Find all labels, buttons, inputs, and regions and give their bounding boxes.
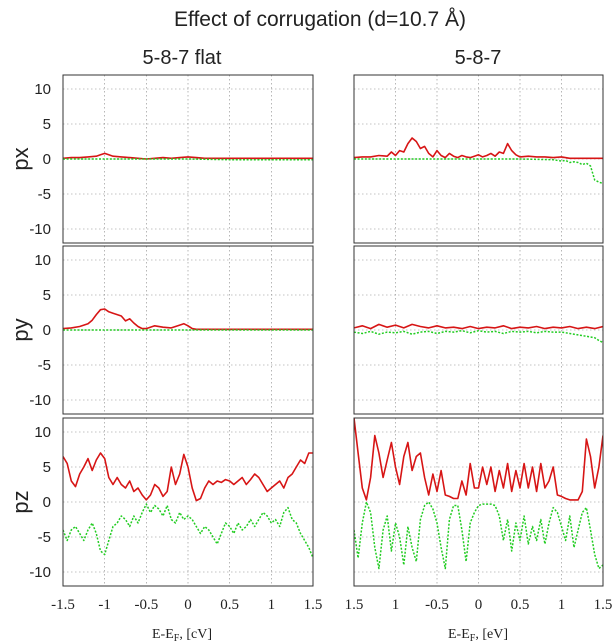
row-label-pz: pz xyxy=(8,490,33,513)
x-tick-label: 1.5 xyxy=(345,597,364,613)
x-label-unit: , [eV] xyxy=(475,627,508,642)
y-tick-label: 5 xyxy=(43,459,51,476)
y-tick-label: 5 xyxy=(43,116,51,133)
panels xyxy=(62,74,604,587)
x-tick-label: 0.5 xyxy=(220,597,239,613)
series-solid-line xyxy=(354,137,603,160)
y-tick-label: 10 xyxy=(34,424,51,441)
y-tick-label: 0 xyxy=(43,494,51,511)
y-tick-label: -10 xyxy=(29,221,51,238)
panel-frame xyxy=(353,245,604,415)
series-solid-line xyxy=(63,152,313,160)
row-label-px: px xyxy=(8,147,33,170)
x-tick-labels: -1.5 -1 -0.5 0 0.5 1 1.5 1.5 1 -0.5 0 0.5 1 1.5 xyxy=(51,597,612,613)
series-dotted-line xyxy=(354,501,603,570)
x-tick-label: 0.5 xyxy=(511,597,530,613)
row-label-py: py xyxy=(8,318,33,341)
y-tick-label: -10 xyxy=(29,392,51,409)
x-label-text: E-E xyxy=(152,627,174,642)
y-tick-label: -10 xyxy=(29,564,51,581)
x-axis-label-left: E-EF, [cV] xyxy=(152,627,212,644)
y-tick-label: -5 xyxy=(38,186,51,203)
series-solid-line xyxy=(354,323,603,330)
x-tick-label: 0 xyxy=(475,597,483,613)
x-tick-label: 1.5 xyxy=(594,597,613,613)
series-solid-line xyxy=(354,418,603,501)
y-tick-label: 10 xyxy=(34,81,51,98)
x-tick-label: -1.5 xyxy=(51,597,75,613)
column-title-left: 5-8-7 flat xyxy=(143,47,222,69)
panel-0-0 xyxy=(62,74,314,244)
x-tick-label: 1 xyxy=(558,597,566,613)
series-dotted-line xyxy=(63,503,313,559)
x-tick-label: -0.5 xyxy=(425,597,449,613)
panel-frame xyxy=(62,417,314,587)
panel-2-1 xyxy=(353,417,604,587)
x-label-text: E-E xyxy=(448,627,470,642)
y-tick-label: -5 xyxy=(38,357,51,374)
figure-title: Effect of corrugation (d=10.7 Å) xyxy=(174,8,466,31)
panel-frame xyxy=(353,417,604,587)
column-title-right: 5-8-7 xyxy=(455,47,502,69)
panel-0-1 xyxy=(353,74,604,244)
x-tick-label: 1 xyxy=(392,597,400,613)
y-tick-label: -5 xyxy=(38,529,51,546)
x-label-unit: , [cV] xyxy=(179,627,212,642)
y-tick-label: 5 xyxy=(43,287,51,304)
panel-frame xyxy=(62,74,314,244)
x-label-subscript: F xyxy=(174,633,180,644)
x-tick-label: -1 xyxy=(98,597,111,613)
x-axis-label-right: E-EF, [eV] xyxy=(448,627,508,644)
x-tick-label: 0 xyxy=(184,597,192,613)
x-tick-label: 1 xyxy=(268,597,276,613)
y-tick-labels: 10 5 0 -5 -10 10 5 0 -5 -10 10 5 0 -5 -10 xyxy=(29,81,51,581)
series-dotted-line xyxy=(354,329,603,344)
x-label-subscript: F xyxy=(470,633,476,644)
panel-1-1 xyxy=(353,245,604,415)
y-tick-label: 0 xyxy=(43,322,51,339)
panel-frame xyxy=(62,245,314,415)
panel-frame xyxy=(353,74,604,244)
x-tick-label: -0.5 xyxy=(134,597,158,613)
panel-1-0 xyxy=(62,245,314,415)
y-tick-label: 0 xyxy=(43,151,51,168)
series-solid-line xyxy=(63,452,313,502)
x-tick-label: 1.5 xyxy=(304,597,323,613)
panel-2-0 xyxy=(62,417,314,587)
series-dotted-line xyxy=(354,158,603,185)
y-tick-label: 10 xyxy=(34,252,51,269)
